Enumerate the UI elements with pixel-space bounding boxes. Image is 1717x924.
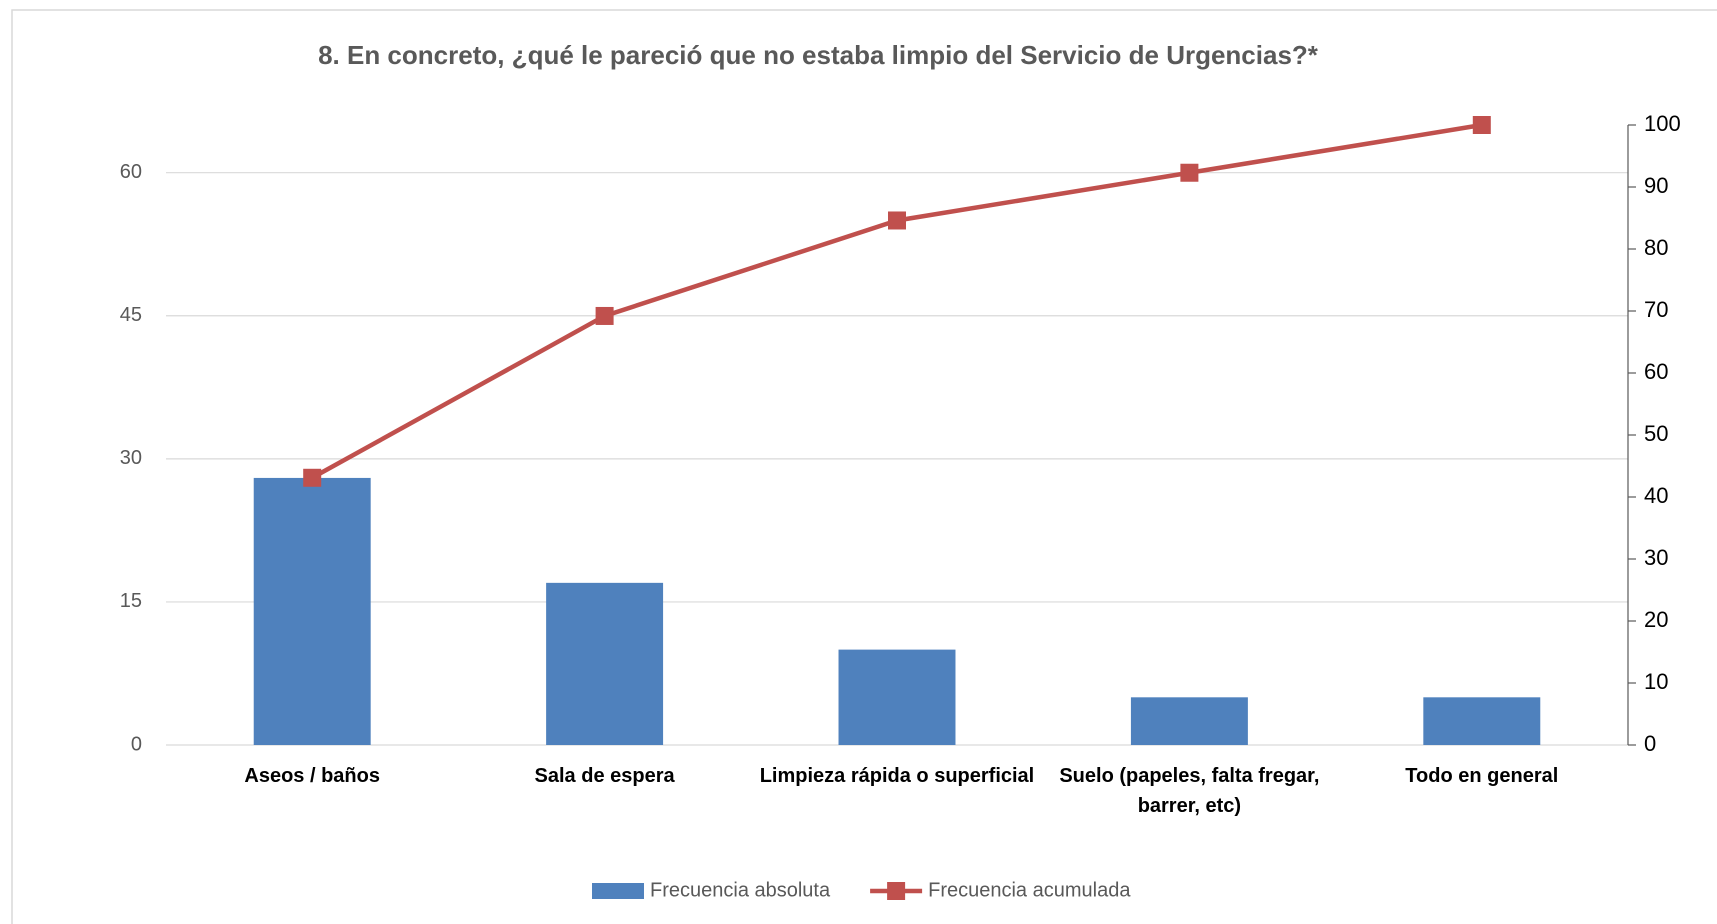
y-tick-label: 0: [131, 733, 142, 755]
y2-tick-label: 30: [1644, 545, 1668, 570]
bar: [838, 649, 956, 745]
line-marker: [1180, 163, 1199, 182]
x-tick-label: Limpieza rápida o superficial: [759, 765, 1035, 787]
y2-tick-label: 0: [1644, 731, 1656, 756]
y2-tick-label: 100: [1644, 111, 1681, 136]
legend-swatch: [592, 883, 644, 899]
x-tick-label: Sala de espera: [534, 765, 675, 787]
bar: [1130, 697, 1248, 745]
line-marker: [303, 468, 322, 487]
legend-label: Frecuencia acumulada: [928, 879, 1131, 901]
y2-tick-label: 50: [1644, 421, 1668, 446]
chart-border: [11, 9, 1717, 924]
y2-tick-label: 10: [1644, 669, 1668, 694]
legend-swatch: [887, 882, 906, 900]
line: [311, 122, 1483, 480]
y2-tick-label: 40: [1644, 483, 1668, 508]
y2-tick-label: 20: [1644, 607, 1668, 632]
y2-tick-label: 70: [1644, 297, 1668, 322]
bar: [1423, 697, 1541, 745]
y2-tick-label: 60: [1644, 359, 1668, 384]
y-tick-label: 30: [120, 447, 142, 469]
bar: [253, 477, 371, 745]
y2-tick-label: 90: [1644, 173, 1668, 198]
y-tick-label: 15: [120, 590, 142, 612]
y-tick-label: 60: [120, 161, 142, 183]
line-marker: [888, 211, 906, 230]
y2-tick-label: 80: [1644, 235, 1668, 260]
bar: [546, 582, 664, 745]
x-tick-label: Suelo (papeles, falta fregar, barrer, et…: [1059, 765, 1320, 817]
x-tick-label: Todo en general: [1405, 765, 1559, 787]
line-marker: [595, 306, 614, 325]
chart-title: 8. En concreto, ¿qué le pareció que no e…: [318, 40, 1319, 70]
x-tick-label: Aseos / baños: [244, 765, 380, 787]
legend-label: Frecuencia absoluta: [650, 879, 831, 901]
y-tick-label: 45: [120, 304, 142, 326]
line-marker: [1472, 116, 1491, 134]
